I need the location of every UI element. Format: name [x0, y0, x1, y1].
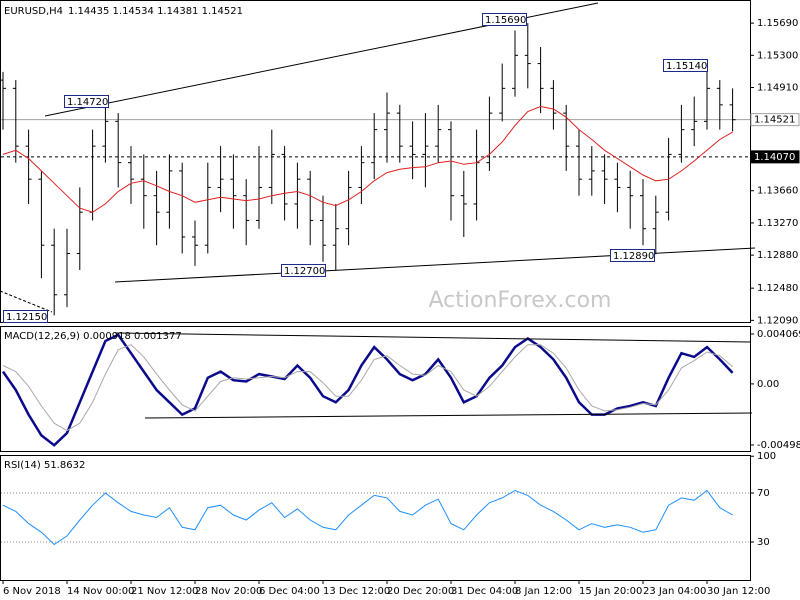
annotation: 1.12150 — [3, 310, 48, 323]
y-tick-label: 1.13270 — [757, 218, 798, 229]
series-line — [2, 489, 733, 546]
annotation: 1.15140 — [663, 59, 708, 72]
x-tick-label: 23 Jan 04:00 — [643, 586, 706, 597]
annotation-label: 1.14720 — [67, 97, 108, 108]
plot-layer: 1.12090 1.12480 1.12880 1.13270 1.13660 1.149… — [0, 18, 800, 597]
y-tick-label: 1.14910 — [757, 83, 798, 94]
annotation-box — [3, 310, 48, 323]
level-label: 1.14070 — [754, 152, 795, 163]
level-box — [750, 113, 800, 127]
macd-panel — [0, 326, 751, 452]
chart-title: EURUSD,H4 — [4, 6, 63, 17]
annotation: 1.14720 — [64, 95, 109, 108]
trend-line — [144, 412, 753, 419]
rsi-panel — [0, 455, 751, 581]
annotation-box — [482, 13, 527, 26]
x-tick-label: 30 Jan 12:00 — [707, 586, 770, 597]
annotation-box — [610, 249, 655, 262]
y-tick-label: -0.004981 — [757, 440, 800, 451]
x-tick-label: 28 Nov 20:00 — [195, 586, 262, 597]
watermark: ActionForex.com — [429, 288, 612, 313]
x-tick-label: 21 Nov 12:00 — [131, 586, 198, 597]
annotation-box — [663, 59, 708, 72]
annotation-label: 1.12150 — [6, 312, 47, 323]
annotation-box — [281, 264, 326, 277]
y-tick-label: 1.12880 — [757, 250, 798, 261]
y-tick-label: 30 — [757, 537, 770, 548]
annotation: 1.12700 — [281, 264, 326, 277]
x-tick-label: 6 Nov 2018 — [3, 586, 61, 597]
series-line — [2, 344, 733, 432]
trend-line — [114, 332, 751, 343]
annotation-label: 1.12700 — [284, 266, 325, 277]
y-tick-label: 1.13660 — [757, 186, 798, 197]
level-box — [750, 150, 800, 164]
trend-line — [0, 290, 53, 313]
level-label: 1.14521 — [754, 115, 795, 126]
y-tick-label: 1.15690 — [757, 18, 798, 29]
x-tick-label: 13 Dec 12:00 — [323, 586, 390, 597]
series-line — [1, 333, 734, 447]
y-tick-label: 1.15300 — [757, 50, 798, 61]
x-tick-label: 31 Dec 04:00 — [451, 586, 518, 597]
annotation: 1.12890 — [610, 249, 655, 262]
annotation-label: 1.15140 — [666, 61, 707, 72]
chart-subtitle: 1.14435 1.14534 1.14381 1.14521 — [68, 6, 243, 17]
x-tick-label: 20 Dec 20:00 — [387, 586, 454, 597]
y-tick-label: 70 — [757, 488, 770, 499]
y-tick-label: 1.12090 — [757, 315, 798, 326]
panel-title: RSI(14) 51.8632 — [4, 460, 85, 471]
y-tick-label: 0.004069 — [757, 329, 800, 340]
y-tick-label: 100 — [757, 451, 776, 462]
annotation: 1.15690 — [482, 13, 527, 26]
annotation-label: 1.15690 — [485, 15, 526, 26]
annotation-box — [64, 95, 109, 108]
x-tick-label: 6 Dec 04:00 — [259, 586, 320, 597]
x-tick-label: 14 Nov 00:00 — [67, 586, 134, 597]
annotation-label: 1.12890 — [613, 251, 654, 262]
y-tick-label: 1.12480 — [757, 283, 798, 294]
x-tick-label: 8 Jan 12:00 — [515, 586, 572, 597]
moving-average — [2, 105, 733, 213]
y-tick-label: 0.00 — [757, 379, 779, 390]
x-tick-label: 15 Jan 20:00 — [579, 586, 642, 597]
panel-title: MACD(12,26,9) 0.000918 0.001377 — [4, 331, 182, 342]
